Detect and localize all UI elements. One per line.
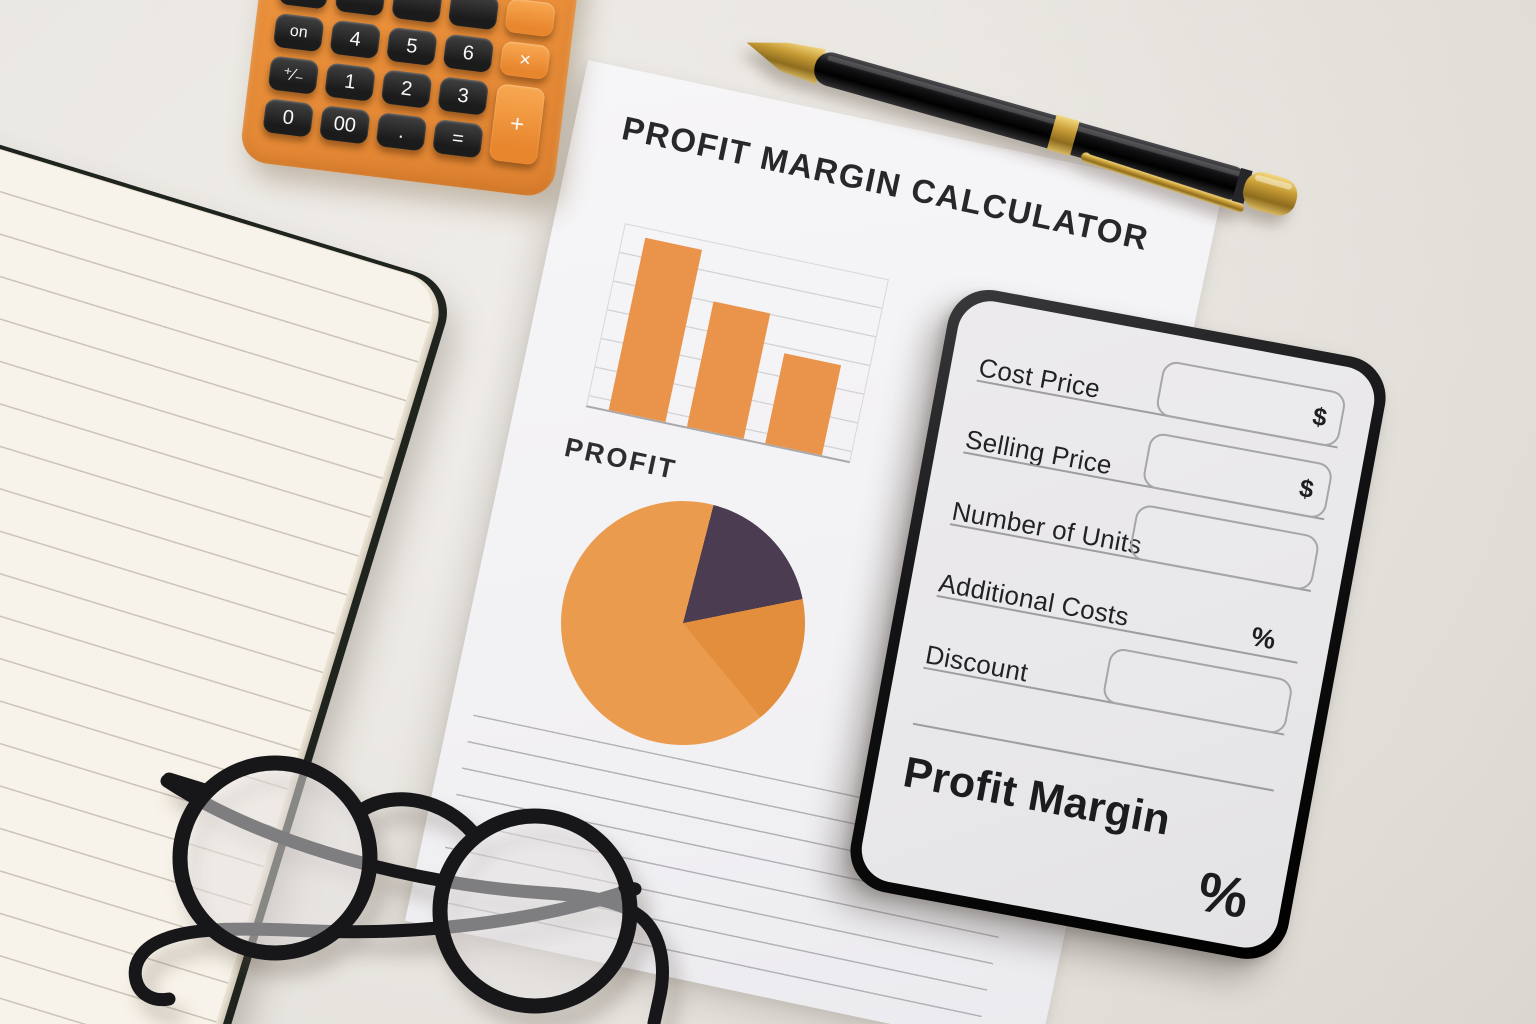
pen-cap-ring: [1231, 167, 1253, 204]
calc-key-2[interactable]: 2: [380, 69, 433, 109]
calc-key-decimal[interactable]: .: [375, 111, 428, 152]
dollar-symbol: $: [1310, 402, 1330, 433]
tablet-screen: Cost Price $ Selling Price $ Number of U…: [856, 295, 1380, 954]
bar-1: [608, 238, 702, 423]
discount-label: Discount: [923, 639, 1031, 688]
cost-price-input[interactable]: $: [1154, 359, 1348, 449]
glasses-temple-arm-left: [160, 774, 669, 1024]
calc-key-cut-4[interactable]: [447, 0, 500, 31]
calc-key-1[interactable]: 1: [324, 62, 376, 102]
pen-clip: [1081, 152, 1244, 213]
calc-key-4[interactable]: 4: [329, 19, 382, 60]
calc-key-6[interactable]: 6: [442, 33, 495, 74]
calculator-keypad: on 4 5 6 × ⁺∕₋ 1 2 3 + 0 00 . =: [262, 0, 557, 166]
glasses-bridge: [355, 792, 480, 840]
percent-symbol: %: [1248, 621, 1278, 656]
calc-key-plus[interactable]: +: [488, 83, 546, 166]
calc-key-0[interactable]: 0: [262, 98, 315, 138]
calc-key-cut-1[interactable]: [278, 0, 330, 10]
glasses-right-lens: [432, 808, 638, 1014]
ballpoint-pen: [735, 16, 1311, 236]
profit-caption: PROFIT: [561, 432, 680, 486]
pen-body: [814, 52, 1247, 200]
pen-gold-tip: [746, 42, 826, 84]
desk-calculator: on 4 5 6 × ⁺∕₋ 1 2 3 + 0 00 . =: [238, 0, 599, 199]
glasses-right-hinge: [618, 880, 642, 896]
selling-price-label: Selling Price: [963, 423, 1115, 481]
glasses-left-hinge: [162, 772, 215, 798]
calc-key-cut-op[interactable]: [504, 0, 557, 38]
bar-2: [686, 301, 771, 439]
eyeglasses: [115, 693, 715, 1024]
calc-key-plus-minus[interactable]: ⁺∕₋: [267, 55, 320, 96]
bar-3: [765, 352, 842, 456]
calc-key-3[interactable]: 3: [437, 76, 490, 116]
pen-gold-band: [1046, 114, 1080, 156]
profit-margin-label: Profit Margin: [899, 747, 1175, 845]
glasses-temple-arm-right: [128, 882, 640, 1007]
calc-key-cut-2[interactable]: [334, 0, 387, 17]
calc-key-multiply[interactable]: ×: [499, 40, 551, 81]
calc-key-cut-3[interactable]: [391, 0, 443, 24]
calc-key-00[interactable]: 00: [318, 105, 371, 145]
dollar-symbol: $: [1296, 474, 1316, 505]
calc-key-equals[interactable]: =: [432, 118, 484, 159]
bar-chart: [585, 223, 889, 464]
pen-gold-cap: [1242, 172, 1298, 216]
cost-price-label: Cost Price: [976, 352, 1103, 404]
glasses-left-lens: [172, 755, 378, 961]
calc-key-on[interactable]: on: [272, 12, 325, 53]
profit-margin-percent-symbol: %: [1192, 859, 1254, 931]
calc-key-5[interactable]: 5: [385, 26, 438, 67]
